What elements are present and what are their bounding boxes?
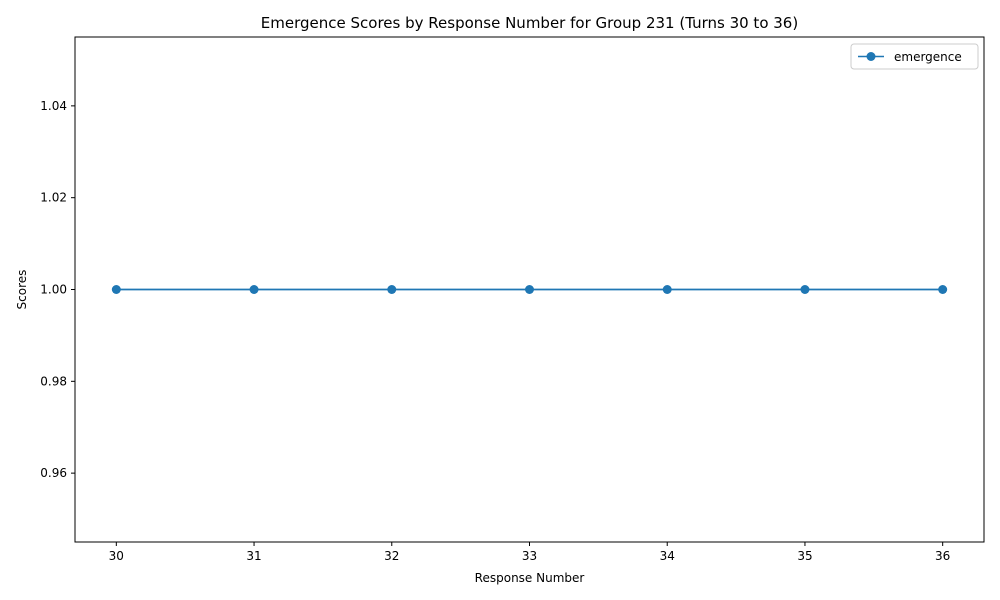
y-tick-label: 0.98: [40, 374, 67, 388]
y-tick-label: 1.00: [40, 283, 67, 297]
y-axis: 0.96 0.98 1.00 1.02 1.04: [40, 99, 75, 480]
y-tick-label: 1.02: [40, 191, 67, 205]
x-tick-label: 33: [522, 549, 537, 563]
data-point: [111, 285, 121, 294]
x-tick-label: 32: [384, 549, 399, 563]
y-axis-label: Scores: [15, 270, 29, 310]
y-tick-label: 1.04: [40, 99, 67, 113]
legend-label: emergence: [894, 50, 962, 64]
data-point: [938, 285, 948, 294]
legend-box: [850, 43, 979, 70]
x-tick-label: 30: [109, 549, 124, 563]
data-point: [387, 285, 397, 294]
x-axis: 30 31 32 33 34 35 36: [109, 542, 950, 563]
chart-title: Emergence Scores by Response Number for …: [261, 14, 798, 32]
x-axis-label: Response Number: [475, 571, 585, 585]
data-point: [249, 285, 259, 294]
y-tick-label: 0.96: [40, 466, 67, 480]
series-layer: [111, 285, 948, 294]
x-tick-label: 35: [797, 549, 812, 563]
legend-marker: [866, 52, 876, 61]
x-tick-label: 34: [660, 549, 675, 563]
data-point: [662, 285, 672, 294]
data-point: [800, 285, 810, 294]
x-tick-label: 31: [246, 549, 261, 563]
legend: emergence: [850, 43, 979, 70]
x-tick-label: 36: [935, 549, 950, 563]
data-point: [525, 285, 534, 294]
